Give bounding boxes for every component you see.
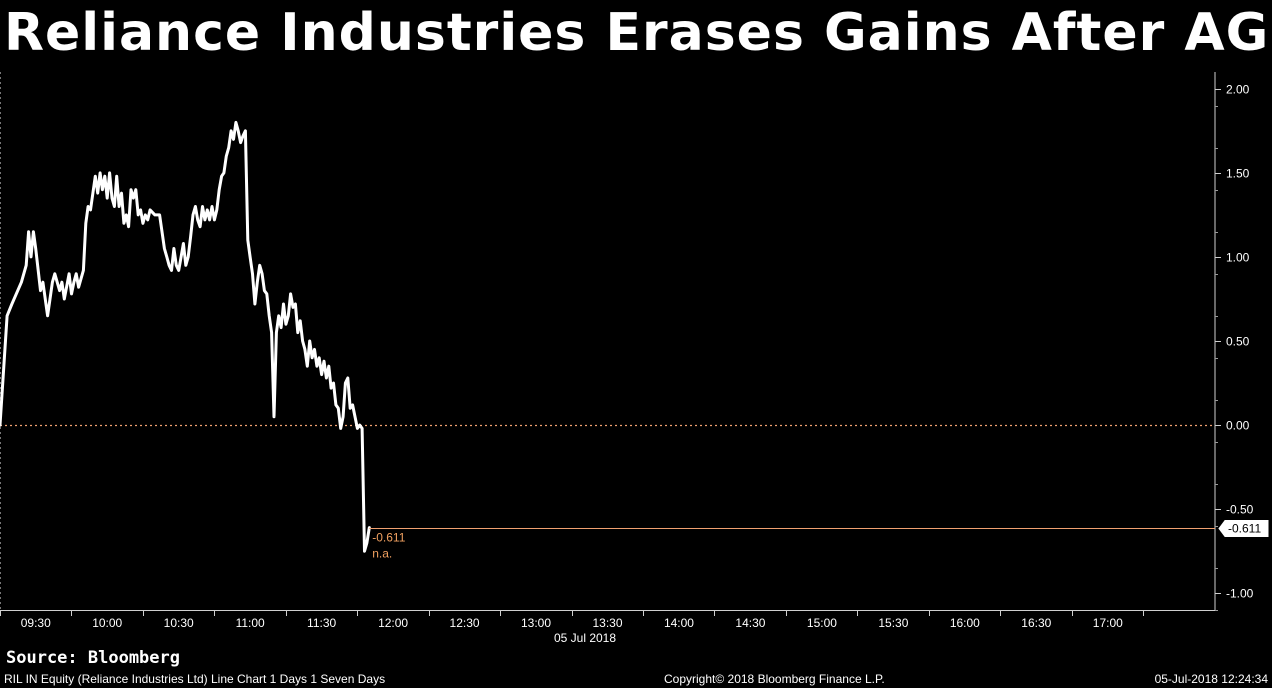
x-date-label: 05 Jul 2018 (554, 631, 616, 645)
x-tick-label: 12:30 (450, 616, 480, 630)
x-tick-label: 15:00 (807, 616, 837, 630)
last-value-tag-label: -0.611 (1228, 522, 1261, 536)
footer-timestamp: 05-Jul-2018 12:24:34 (1154, 672, 1268, 686)
last-value-tag: -0.611 (1218, 520, 1269, 537)
y-tick-label: 2.00 (1226, 83, 1250, 97)
series-line (0, 120, 371, 553)
x-tick-label: 11:30 (307, 616, 336, 630)
footer-description: RIL IN Equity (Reliance Industries Ltd) … (4, 672, 386, 686)
x-tick-label: 13:30 (592, 616, 622, 630)
x-tick-label: 14:00 (664, 616, 694, 630)
page-title: Reliance Industries Erases Gains After A… (4, 3, 1272, 63)
x-tick-label: 16:00 (950, 616, 980, 630)
y-tick-label: 1.00 (1226, 251, 1250, 265)
y-tick-label: 0.50 (1226, 335, 1250, 349)
footer-copyright: Copyright© 2018 Bloomberg Finance L.P. (664, 672, 885, 686)
y-tick-label: 1.50 (1226, 167, 1250, 181)
y-tick-label: 0.00 (1226, 419, 1250, 433)
source-label: Source: Bloomberg (6, 648, 180, 668)
last-value-label: -0.611 (372, 531, 405, 545)
last-value-note: n.a. (372, 547, 392, 561)
y-tick-label: -1.00 (1226, 587, 1254, 601)
x-tick-label: 16:30 (1021, 616, 1051, 630)
x-tick-label: 13:00 (521, 616, 551, 630)
x-tick-label: 12:00 (378, 616, 408, 630)
x-tick-label: 10:00 (92, 616, 122, 630)
x-tick-label: 11:00 (236, 616, 265, 630)
x-tick-label: 09:30 (21, 616, 51, 630)
x-tick-label: 10:30 (164, 616, 194, 630)
x-tick-label: 14:30 (735, 616, 765, 630)
x-tick-label: 15:30 (878, 616, 908, 630)
last-value-tag-box (1218, 520, 1269, 537)
chart-axes: 2.00 1.50 1.00 0.50 0.00 -0.50 -1.00 09:30 10:00… (0, 72, 1254, 645)
plot-area: -0.611 n.a. -0.611 (0, 120, 1269, 561)
x-tick-label: 17:00 (1093, 616, 1123, 630)
y-tick-label: -0.50 (1226, 503, 1254, 517)
